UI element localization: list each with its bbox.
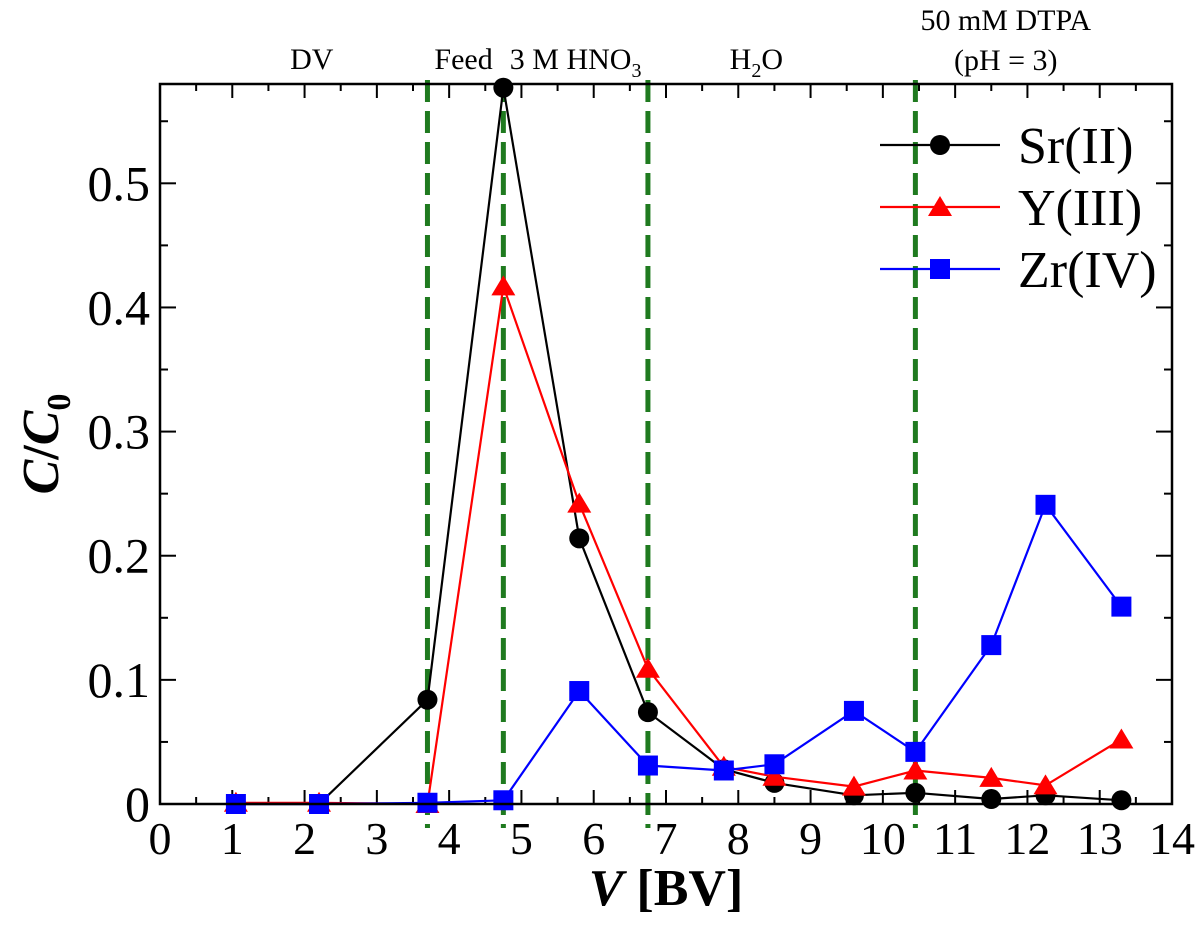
phase-boundaries	[424, 80, 918, 828]
series-line	[235, 285, 1122, 806]
legend-label: Y(III)	[1018, 180, 1142, 237]
series-zr-iv	[225, 494, 1132, 814]
legend-marker	[928, 196, 952, 216]
y-tick-label: 0	[125, 776, 150, 832]
y-tick-label: 0.5	[88, 155, 151, 211]
data-point	[905, 782, 926, 803]
x-tick-label: 4	[438, 813, 461, 864]
data-point	[979, 766, 1004, 787]
legend-marker	[930, 135, 950, 155]
data-point	[567, 492, 592, 513]
data-point	[762, 765, 787, 786]
series-y-iii	[223, 275, 1134, 813]
x-tick-label: 12	[1004, 813, 1050, 864]
data-point	[417, 689, 438, 710]
data-point	[1111, 790, 1132, 811]
data-point	[981, 635, 1002, 656]
data-point	[493, 77, 514, 98]
data-point	[1035, 494, 1056, 515]
phase-label: 3 M HNO3	[510, 43, 642, 82]
plot-frame	[158, 82, 1174, 806]
legend-item: Sr(II)	[880, 118, 1134, 175]
legend-label: Sr(II)	[1018, 118, 1134, 175]
data-point	[713, 760, 734, 781]
data-series	[223, 77, 1134, 814]
phase-label: DV	[290, 43, 334, 76]
y-tick-label: 0.2	[88, 528, 151, 584]
legend-item: Y(III)	[880, 180, 1142, 237]
series-sr-ii	[225, 77, 1132, 814]
x-tick-label: 2	[293, 813, 316, 864]
phase-label-line2: (pH = 3)	[954, 44, 1058, 77]
data-point	[637, 755, 658, 776]
x-tick-label: 10	[860, 813, 906, 864]
data-point	[493, 790, 514, 811]
data-point	[981, 789, 1002, 810]
x-tick-label: 14	[1149, 813, 1195, 864]
data-point	[569, 528, 590, 549]
data-point	[843, 700, 864, 721]
data-point	[764, 754, 785, 775]
x-tick-label: 11	[933, 813, 977, 864]
legend: Sr(II)Y(III)Zr(IV)	[880, 118, 1157, 299]
x-tick-label: 0	[149, 813, 172, 864]
x-tick-label: 8	[727, 813, 750, 864]
tick-marks	[159, 84, 1173, 805]
legend-marker	[930, 259, 950, 279]
data-point	[637, 702, 658, 723]
x-tick-label: 6	[582, 813, 605, 864]
x-tick-label: 7	[655, 813, 678, 864]
phase-label: Feed	[434, 43, 492, 76]
data-point	[491, 275, 516, 296]
x-tick-label: 13	[1077, 813, 1123, 864]
y-tick-label: 0.4	[88, 279, 151, 335]
x-tick-label: 9	[799, 813, 822, 864]
series-line	[235, 87, 1122, 806]
legend-item: Zr(IV)	[880, 242, 1157, 299]
data-point	[905, 741, 926, 762]
data-point	[569, 681, 590, 702]
phase-label: H2O	[730, 43, 783, 82]
data-point	[1109, 728, 1134, 749]
x-tick-label: 3	[365, 813, 388, 864]
data-point	[841, 775, 866, 796]
x-axis-label: V [BV]	[589, 860, 744, 917]
data-point	[635, 657, 660, 678]
phase-labels: DV Feed 3 M HNO3 H2O 50 mM DTPA (pH = 3)	[290, 4, 1091, 82]
y-axis-label: C/C0	[13, 394, 78, 495]
data-point	[1033, 774, 1058, 795]
y-tick-label: 0.1	[88, 652, 151, 708]
x-tick-label: 5	[510, 813, 533, 864]
data-point	[903, 759, 928, 780]
x-tick-label: 1	[221, 813, 244, 864]
data-point	[1111, 596, 1132, 617]
phase-label: 50 mM DTPA	[920, 4, 1091, 37]
axis-labels: V [BV] C/C0	[13, 394, 743, 917]
y-tick-label: 0.3	[88, 404, 151, 460]
legend-label: Zr(IV)	[1018, 242, 1157, 299]
